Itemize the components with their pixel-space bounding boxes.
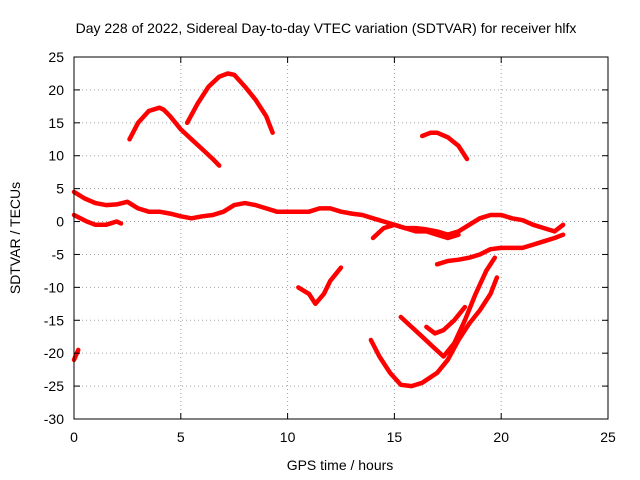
x-axis-label: GPS time / hours — [287, 457, 394, 473]
y-tick-label: -25 — [44, 378, 64, 394]
series-track-3 — [127, 105, 222, 168]
y-axis-label: SDTVAR / TECUs — [7, 182, 23, 294]
y-tick-label: 0 — [56, 214, 64, 230]
x-tick-label: 0 — [70, 429, 78, 445]
series-track-7 — [71, 347, 81, 363]
series-track-8 — [368, 275, 500, 389]
chart-title: Day 228 of 2022, Sidereal Day-to-day VTE… — [76, 20, 577, 36]
grid-lines — [74, 57, 608, 419]
series-track-12 — [370, 222, 461, 241]
x-tick-label: 10 — [280, 429, 296, 445]
y-tick-label: 20 — [48, 82, 64, 98]
series-track-2 — [71, 212, 124, 228]
y-tick-label: -15 — [44, 312, 64, 328]
y-tick-label: 10 — [48, 148, 64, 164]
plot-frame — [73, 56, 609, 420]
x-tick-label: 20 — [493, 429, 509, 445]
y-tick-label: -5 — [52, 246, 65, 262]
y-tick-label: -10 — [44, 279, 64, 295]
y-tick-label: 25 — [48, 49, 64, 65]
x-tick-label: 25 — [600, 429, 616, 445]
y-tick-label: 15 — [48, 115, 64, 131]
series-track-1 — [71, 189, 566, 237]
series-track-5 — [419, 130, 470, 162]
y-tick-label: -30 — [44, 411, 64, 427]
x-tick-label: 15 — [387, 429, 403, 445]
y-tick-label: -20 — [44, 345, 64, 361]
x-tick-label: 5 — [177, 429, 185, 445]
series-track-6 — [296, 265, 344, 307]
y-tick-label: 5 — [56, 181, 64, 197]
axis-ticks: 0 5 10 15 20 25 -30 -25 -20 -15 -10 -5 0 5 10 15 20 25 — [44, 49, 616, 445]
series-track-9 — [398, 255, 498, 359]
series-track-11 — [434, 232, 566, 267]
data-series — [71, 71, 566, 389]
series-track-4 — [184, 71, 275, 135]
series-track-10 — [424, 304, 468, 336]
